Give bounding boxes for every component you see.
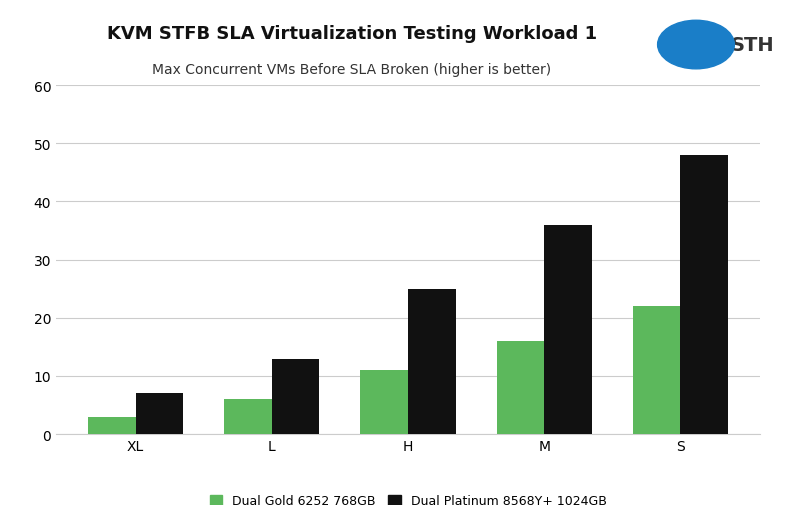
Text: KVM STFB SLA Virtualization Testing Workload 1: KVM STFB SLA Virtualization Testing Work…: [107, 25, 597, 43]
Bar: [360, 371, 408, 434]
Bar: [88, 417, 136, 434]
Legend: Dual Gold 6252 768GB, Dual Platinum 8568Y+ 1024GB: Dual Gold 6252 768GB, Dual Platinum 8568…: [205, 489, 611, 505]
Bar: [272, 359, 319, 434]
Bar: [497, 341, 544, 434]
Text: STH: STH: [730, 36, 774, 55]
Bar: [136, 394, 183, 434]
Bar: [544, 225, 592, 434]
Text: Max Concurrent VMs Before SLA Broken (higher is better): Max Concurrent VMs Before SLA Broken (hi…: [153, 63, 551, 77]
Bar: [224, 399, 272, 434]
Bar: [408, 289, 456, 434]
Bar: [680, 156, 728, 434]
Bar: [633, 307, 680, 434]
